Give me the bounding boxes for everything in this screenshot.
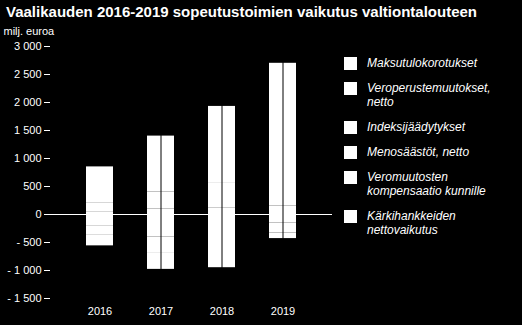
svg-text:- 500: - 500 [16, 236, 41, 248]
svg-text:2017: 2017 [149, 305, 173, 317]
svg-text:2019: 2019 [271, 305, 295, 317]
html-text:Kärkihankkeiden nettovaikutus: Kärkihankkeiden nettovaikutus [367, 209, 456, 237]
svg-text:milj. euroa: milj. euroa [4, 25, 56, 37]
svg-text:3 000: 3 000 [14, 40, 42, 52]
svg-text:2 500: 2 500 [14, 68, 42, 80]
svg-text:- 1 500: - 1 500 [7, 292, 41, 304]
svg-text:2 000: 2 000 [14, 96, 42, 108]
html-text:Menosäästöt, netto: Menosäästöt, netto [367, 145, 470, 159]
svg-text:2018: 2018 [210, 305, 234, 317]
svg-text:- 1 000: - 1 000 [7, 264, 41, 276]
html-text:Vaalikauden 2016-2019 sopeutus: Vaalikauden 2016-2019 sopeutustoimien va… [6, 3, 477, 20]
html-text:Veromuutosten kompensaatio kun: Veromuutosten kompensaatio kunnille [367, 170, 486, 198]
html-text:Veroperustemuutokset, netto: Veroperustemuutokset, netto [367, 81, 491, 109]
html-text:Maksutulokorotukset: Maksutulokorotukset [367, 56, 478, 70]
svg-text:500: 500 [23, 180, 41, 192]
html-text:Indeksijäädytykset: Indeksijäädytykset [367, 120, 466, 134]
svg-text:1 500: 1 500 [14, 124, 42, 136]
svg-text:0: 0 [35, 208, 41, 220]
svg-text:1 000: 1 000 [14, 152, 42, 164]
svg-text:2016: 2016 [88, 305, 112, 317]
